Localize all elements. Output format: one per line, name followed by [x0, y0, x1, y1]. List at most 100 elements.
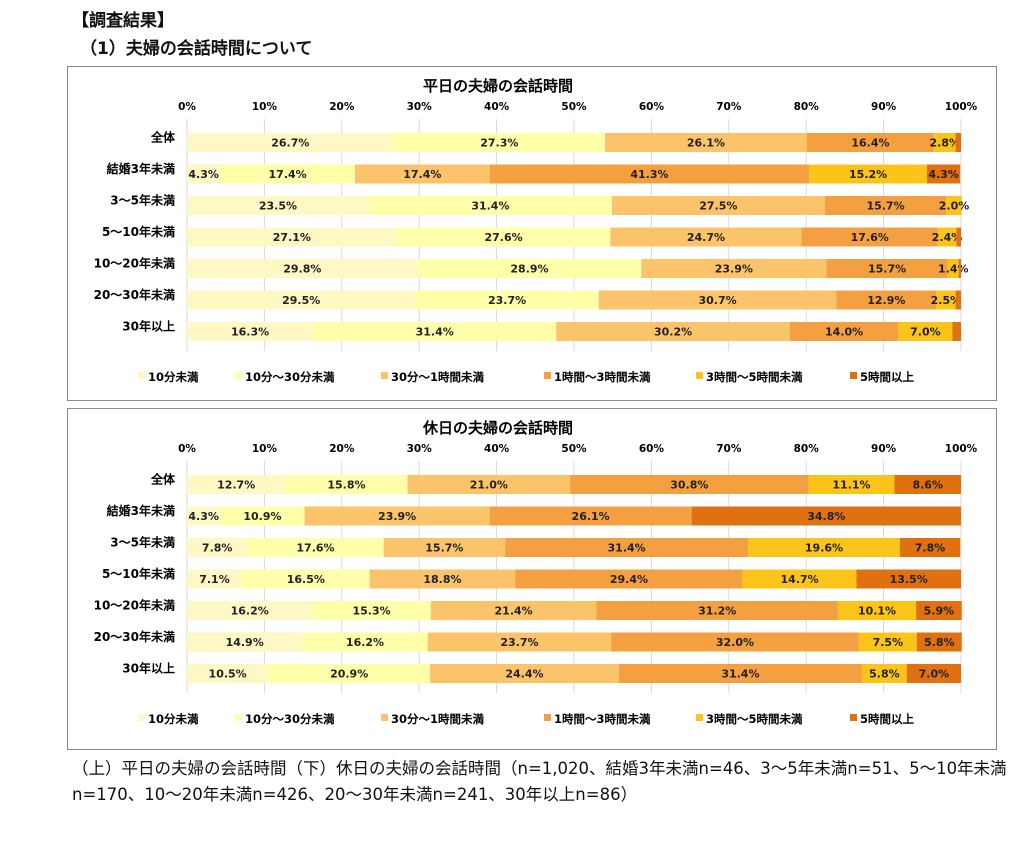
- bar-segment: [806, 133, 934, 152]
- bar-segment: [515, 569, 743, 589]
- data-label: 27.3%: [480, 137, 518, 150]
- bar-segment: [824, 196, 947, 215]
- category-label: 全体: [150, 472, 176, 487]
- category-label: 20～30年未満: [94, 629, 175, 644]
- bar-segment: [596, 601, 838, 620]
- chart-title: 休日の夫婦の会話時間: [422, 419, 573, 437]
- x-tick-label: 40%: [484, 443, 510, 455]
- bar-segment: [393, 133, 605, 152]
- bar-segment: [933, 133, 956, 152]
- legend-swatch: [850, 372, 857, 379]
- data-label: 12.9%: [867, 294, 905, 307]
- data-label: 16.2%: [231, 605, 269, 618]
- bar-segment: [430, 601, 597, 620]
- data-label: 24.7%: [687, 231, 725, 244]
- bar-segment: [187, 290, 416, 310]
- x-tick-label: 30%: [407, 443, 433, 455]
- data-label: 17.6%: [296, 542, 334, 555]
- bar-segment: [618, 664, 862, 683]
- bar-segment: [861, 664, 907, 683]
- data-label: 30.8%: [670, 479, 708, 492]
- page-heading: 【調査結果】: [72, 11, 174, 31]
- data-label: 17.6%: [851, 231, 889, 244]
- data-label: 10.1%: [858, 605, 896, 618]
- data-label: 15.7%: [425, 542, 463, 555]
- bar-segment: [368, 196, 612, 215]
- data-label: 1.4%: [938, 263, 969, 276]
- bar-segment: [187, 506, 221, 526]
- bar-segment: [789, 322, 899, 341]
- data-label: 23.7%: [488, 294, 526, 307]
- bar-segment: [936, 290, 956, 310]
- data-label: 21.0%: [470, 479, 508, 492]
- data-label: 17.4%: [403, 168, 441, 181]
- data-label: 15.7%: [866, 200, 904, 213]
- bar-segment: [956, 227, 961, 247]
- data-label: 18.8%: [423, 573, 461, 586]
- bar-segment: [285, 475, 408, 494]
- category-label: 30年以上: [122, 319, 175, 334]
- legend-swatch: [138, 372, 145, 379]
- legend-label: 5時間以上: [860, 712, 915, 726]
- data-label: 17.4%: [269, 168, 307, 181]
- data-label: 29.5%: [282, 294, 320, 307]
- bar-segment: [898, 322, 953, 341]
- data-label: 10.5%: [209, 668, 247, 681]
- data-label: 27.1%: [273, 231, 311, 244]
- x-tick-label: 50%: [561, 101, 587, 113]
- data-label: 27.5%: [699, 200, 737, 213]
- bar-segment: [937, 227, 957, 247]
- bar-segment: [641, 259, 827, 278]
- bar-segment: [427, 632, 612, 652]
- category-label: 結婚3年未満: [107, 161, 175, 176]
- x-tick-label: 60%: [639, 443, 665, 455]
- bar-segment: [187, 664, 269, 683]
- bar-segment: [304, 506, 490, 526]
- chart-title: 平日の夫婦の会話時間: [423, 77, 573, 95]
- bar-segment: [383, 538, 506, 557]
- data-label: 41.3%: [630, 168, 668, 181]
- legend-swatch: [381, 714, 388, 721]
- bar-segment: [187, 133, 394, 152]
- category-label: 5～10年未満: [102, 224, 175, 239]
- x-tick-label: 30%: [407, 101, 433, 113]
- data-label: 10.9%: [243, 510, 281, 523]
- data-label: 16.4%: [851, 137, 889, 150]
- bar-segment: [946, 196, 962, 215]
- x-tick-label: 40%: [484, 101, 510, 113]
- holiday-chart: 休日の夫婦の会話時間 0% 10% 20% 30% 40% 50% 60% 70% 80% 90% 1…: [94, 419, 978, 726]
- bar-segment: [837, 601, 917, 620]
- bar-segment: [396, 227, 611, 247]
- legend-label: 10分未満: [148, 712, 199, 726]
- x-tick-label: 10%: [252, 101, 278, 113]
- x-tick-label: 80%: [794, 101, 820, 113]
- data-label: 15.2%: [849, 168, 887, 181]
- bar-segment: [489, 164, 810, 184]
- legend-label: 1時間～3時間未満: [554, 370, 651, 384]
- legend-swatch: [235, 372, 242, 379]
- x-tick-label: 70%: [716, 101, 742, 113]
- bar-segment: [826, 259, 948, 278]
- legend-label: 30分～1時間未満: [391, 370, 485, 384]
- bar-segment: [570, 475, 809, 494]
- category-label: 3～5年未満: [110, 193, 175, 208]
- data-label: 2.0%: [939, 200, 970, 213]
- bar-segment: [354, 164, 490, 184]
- data-label: 21.4%: [495, 605, 533, 618]
- bar-segment: [856, 569, 961, 589]
- data-label: 30.2%: [654, 326, 692, 339]
- bar-segment: [313, 322, 557, 341]
- data-label: 14.0%: [825, 326, 863, 339]
- bar-segment: [801, 227, 938, 247]
- x-tick-label: 90%: [871, 443, 897, 455]
- category-label: 10～20年未満: [94, 598, 175, 613]
- bar-segment: [407, 475, 571, 494]
- data-label: 24.4%: [505, 668, 543, 681]
- bar-segment: [947, 259, 959, 278]
- data-label: 4.3%: [188, 510, 219, 523]
- data-label: 27.6%: [484, 231, 522, 244]
- data-label: 2.8%: [929, 137, 960, 150]
- legend-swatch: [850, 714, 857, 721]
- data-label: 15.3%: [353, 605, 391, 618]
- legend-swatch: [235, 714, 242, 721]
